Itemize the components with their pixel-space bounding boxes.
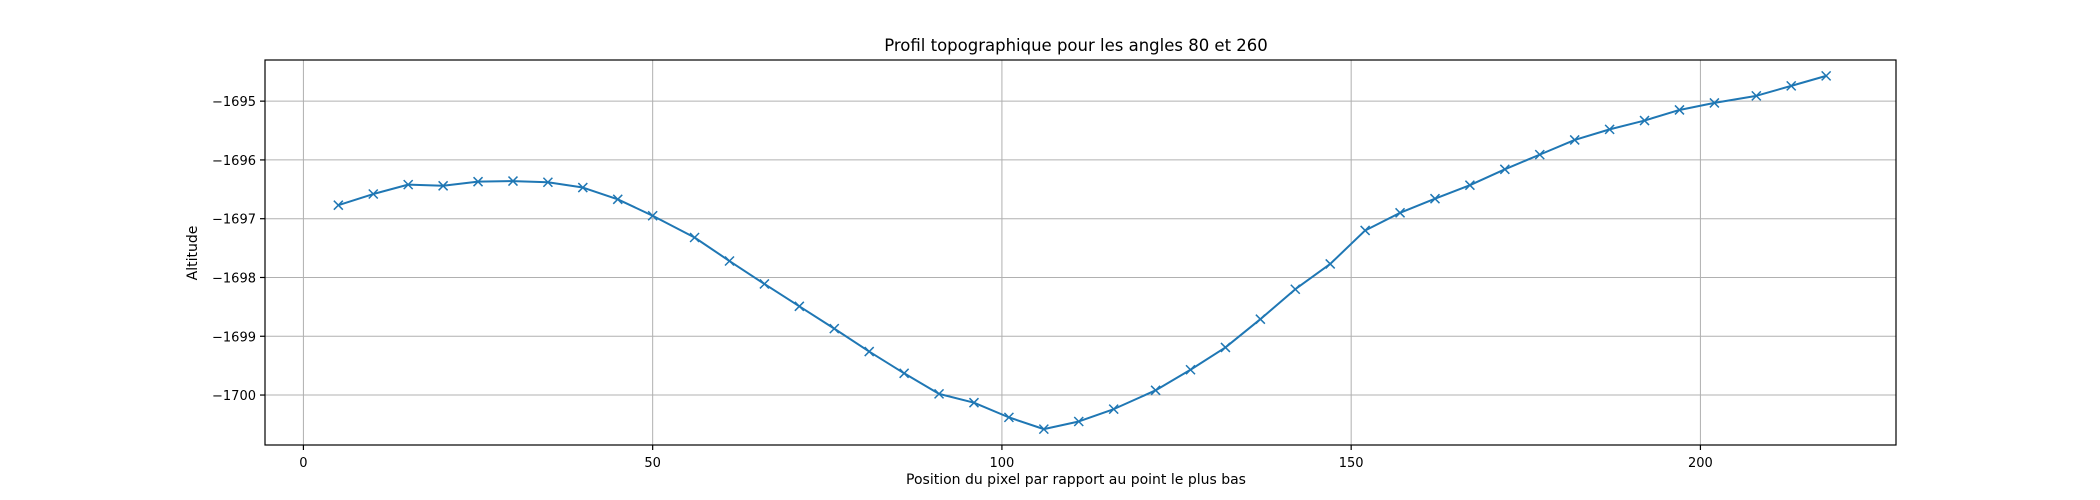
- data-point-marker: [1185, 364, 1196, 375]
- data-point-marker: [1073, 416, 1084, 427]
- plot-frame: [264, 59, 1897, 446]
- data-point-marker: [1709, 97, 1720, 108]
- data-point-marker: [1569, 134, 1580, 145]
- y-tick-label: −1697: [212, 213, 256, 228]
- data-point-marker: [507, 176, 518, 187]
- data-point-marker: [1821, 70, 1832, 81]
- data-point-marker: [1395, 207, 1406, 218]
- data-point-marker: [1038, 424, 1049, 435]
- data-point-marker: [968, 397, 980, 408]
- x-tick-label: 0: [299, 456, 307, 471]
- data-point-marker: [794, 301, 805, 312]
- data-point-marker: [403, 179, 414, 190]
- data-point-marker: [577, 182, 588, 193]
- y-tick-label: −1698: [212, 271, 256, 286]
- data-point-marker: [368, 188, 379, 200]
- data-point-marker: [647, 210, 658, 221]
- x-tick-label: 150: [1339, 456, 1364, 471]
- data-point-marker: [542, 177, 553, 188]
- data-point-marker: [1604, 124, 1615, 135]
- data-point-marker: [829, 323, 840, 334]
- data-point-marker: [1674, 104, 1685, 115]
- data-point-marker: [934, 388, 945, 399]
- y-tick-label: −1695: [212, 95, 256, 110]
- x-tick-label: 50: [644, 456, 661, 471]
- data-point-marker: [1150, 385, 1161, 396]
- chart-title: Profil topographique pour les angles 80 …: [884, 36, 1268, 55]
- data-point-marker: [1325, 258, 1336, 269]
- data-point-marker: [724, 255, 735, 267]
- data-point-marker: [1429, 193, 1441, 204]
- data-point-marker: [1255, 314, 1266, 325]
- data-point-marker: [864, 346, 875, 357]
- data-point-marker: [473, 176, 484, 187]
- data-point-marker: [899, 368, 910, 379]
- x-tick-label: 200: [1688, 456, 1713, 471]
- data-point-marker: [1534, 149, 1545, 160]
- y-tick-label: −1699: [212, 330, 256, 345]
- series-line: [333, 70, 1832, 435]
- data-point-marker: [438, 180, 449, 191]
- grid-lines: [265, 60, 1896, 445]
- data-point-marker: [689, 232, 700, 243]
- data-point-marker: [1003, 412, 1014, 423]
- data-point-marker: [759, 278, 770, 289]
- data-point-marker: [1639, 115, 1650, 126]
- x-axis-label: Position du pixel par rapport au point l…: [906, 472, 1246, 488]
- y-tick-label: −1696: [212, 154, 256, 169]
- data-point-marker: [1786, 80, 1797, 91]
- data-point-marker: [1360, 225, 1371, 236]
- data-point-marker: [1499, 164, 1510, 175]
- data-point-marker: [1108, 404, 1119, 415]
- x-tick-label: 100: [990, 456, 1015, 471]
- data-point-marker: [1751, 90, 1762, 101]
- data-point-marker: [333, 200, 344, 211]
- y-tick-label: −1700: [212, 389, 256, 404]
- data-point-marker: [1290, 284, 1301, 295]
- data-point-marker: [612, 194, 623, 205]
- data-point-marker: [1464, 180, 1475, 191]
- data-point-marker: [1220, 342, 1231, 353]
- axes: 0 50 100 150 200 −1700 −1699 −1698 −1697 −1696 −16…: [212, 59, 1897, 471]
- y-axis-label: Altitude: [185, 226, 201, 281]
